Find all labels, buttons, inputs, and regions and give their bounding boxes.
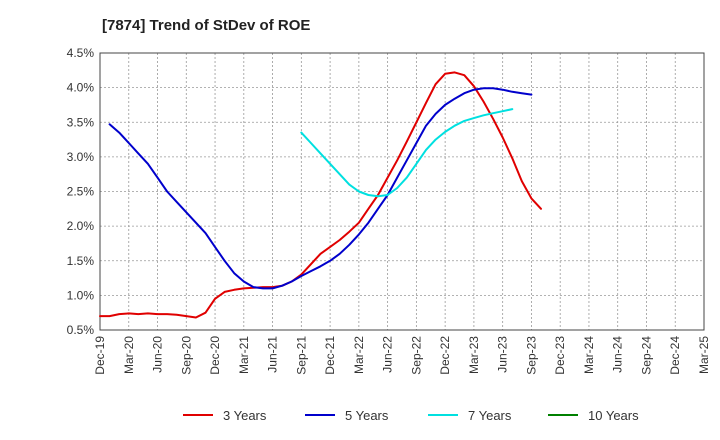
x-tick-label: Mar-21 [237,336,251,374]
y-tick-label: 3.5% [67,115,95,129]
y-tick-label: 0.5% [67,323,95,337]
x-tick-label: Sep-23 [524,336,538,375]
chart-title: [7874] Trend of StDev of ROE [102,17,310,34]
legend-label: 10 Years [588,408,639,423]
x-tick-label: Jun-24 [611,336,625,373]
x-axis: Dec-19 Mar-20 Jun-20 Sep-20 Dec-20 Mar-21 Jun-… [93,336,711,375]
y-tick-label: 3.0% [67,150,95,164]
series-line-3-years [99,71,542,319]
x-tick-label: Jun-21 [266,336,280,373]
y-axis: 0.5% 1.0% 1.5% 2.0% 2.5% 3.0% 3.5% 4.0% 4.5% [67,46,95,337]
y-tick-label: 2.0% [67,219,95,233]
x-tick-label: Jun-22 [381,336,395,373]
legend-label: 7 Years [468,408,512,423]
legend-label: 5 Years [345,408,389,423]
x-tick-label: Dec-21 [323,336,337,375]
y-tick-label: 1.5% [67,254,95,268]
plot-area [99,52,705,331]
legend: 3 Years 5 Years 7 Years 10 Years [183,408,639,423]
x-tick-label: Sep-20 [179,336,193,375]
x-tick-label: Sep-24 [639,336,653,375]
y-tick-label: 2.5% [67,185,95,199]
x-tick-label: Mar-23 [467,336,481,374]
y-tick-label: 4.0% [67,81,95,95]
series-line-7-years [300,108,514,198]
x-tick-label: Dec-19 [93,336,107,375]
x-tick-label: Dec-22 [438,336,452,375]
x-tick-label: Mar-25 [697,336,711,374]
x-tick-label: Dec-23 [553,336,567,375]
x-tick-label: Dec-24 [668,336,682,375]
x-tick-label: Mar-24 [582,336,596,374]
series-lines [99,71,542,319]
x-tick-label: Jun-20 [151,336,165,373]
x-tick-label: Dec-20 [208,336,222,375]
x-tick-label: Sep-22 [409,336,423,375]
x-tick-label: Mar-22 [352,336,366,374]
y-tick-label: 1.0% [67,288,95,302]
y-tick-label: 4.5% [67,46,95,60]
legend-label: 3 Years [223,408,267,423]
series-line-5-years [108,87,533,290]
chart-grid [99,52,705,331]
plot-border [99,52,705,331]
x-tick-label: Sep-21 [294,336,308,375]
x-tick-label: Jun-23 [496,336,510,373]
x-tick-label: Mar-20 [122,336,136,374]
